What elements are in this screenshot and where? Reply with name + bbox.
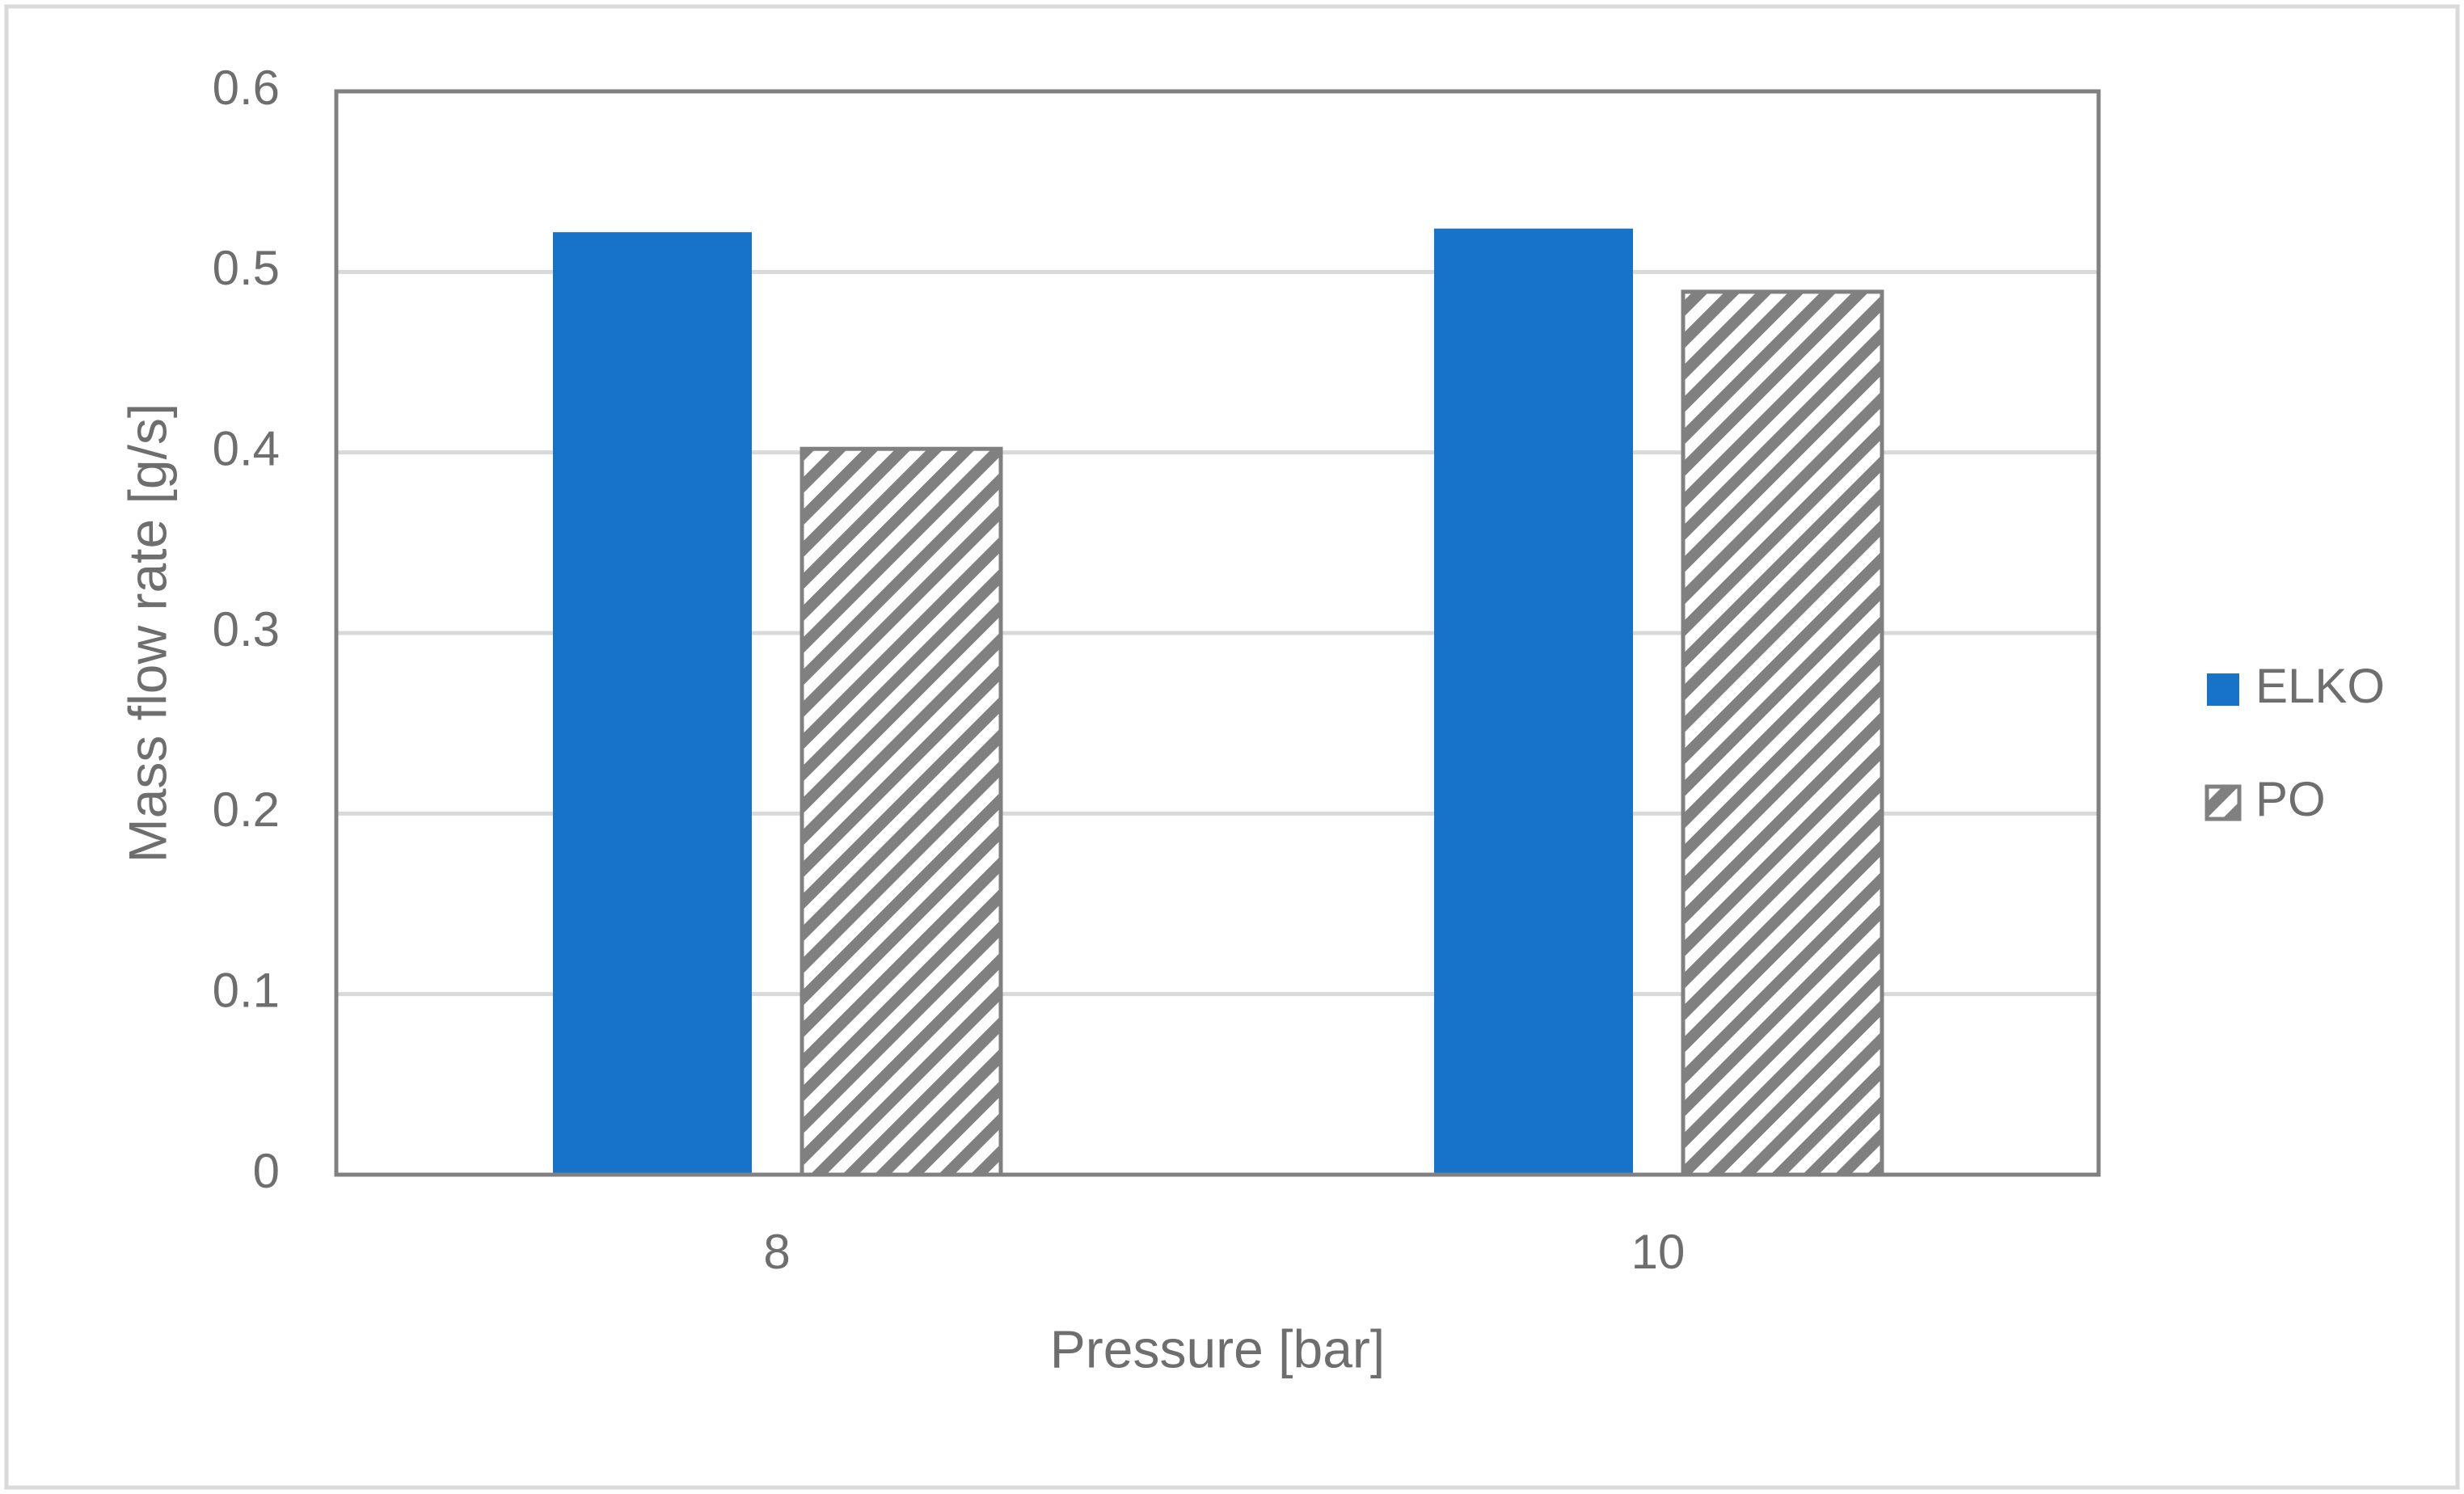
x-axis-title: Pressure [bar] [1050,1319,1386,1378]
plot-area-frame [334,89,2101,1177]
legend: ELKO PO [2205,659,2385,826]
x-tick-label: 8 [763,1225,790,1279]
outer-border [4,4,2460,1490]
y-axis-ticks: 0 0.1 0.2 0.3 0.4 0.5 0.6 [213,61,280,1198]
legend-swatch-po [2205,784,2242,821]
legend-swatch-elko [2207,673,2239,706]
x-axis-ticks: 8 10 [763,1225,1685,1279]
y-tick-label: 0.1 [213,964,280,1018]
bar-po-8 [800,446,1003,1177]
bar-elko-10 [1434,228,1633,1175]
y-tick-label: 0 [253,1144,280,1198]
x-tick-label: 10 [1631,1225,1686,1279]
legend-label-elko: ELKO [2255,659,2385,713]
bars [553,228,1884,1177]
y-tick-label: 0.6 [213,61,280,115]
plot-frame [334,89,2101,1177]
y-tick-label: 0.4 [213,422,280,476]
y-tick-label: 0.5 [213,241,280,295]
y-tick-label: 0.3 [213,602,280,656]
legend-label-po: PO [2255,772,2326,826]
bar-po-10 [1681,289,1884,1177]
bar-elko-8 [553,232,752,1175]
y-axis-title: Mass flow rate [g/s] [117,403,177,863]
y-tick-label: 0.2 [213,783,280,837]
